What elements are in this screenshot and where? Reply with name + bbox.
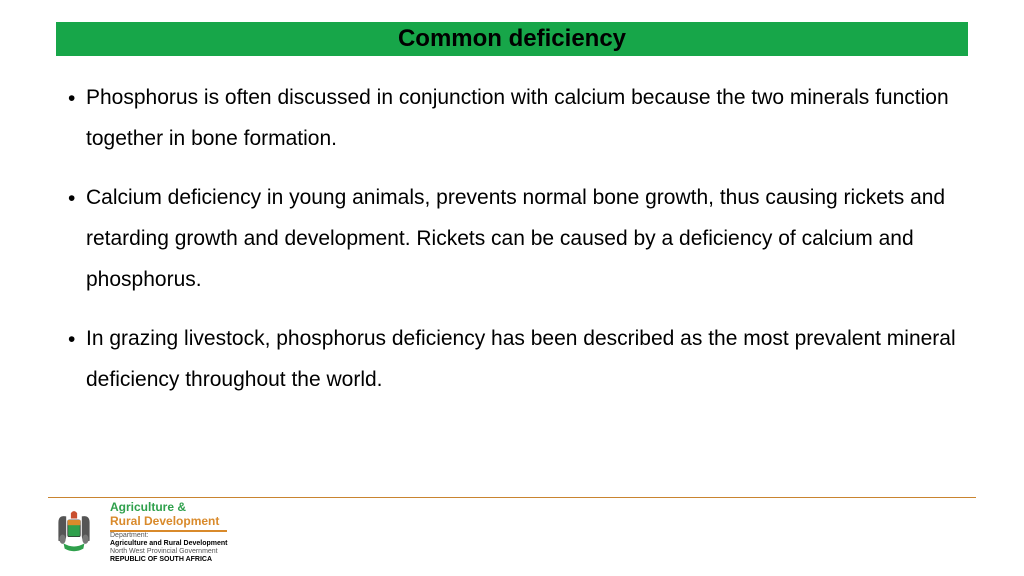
title-bar: Common deficiency bbox=[56, 22, 968, 56]
bullet-item: • In grazing livestock, phosphorus defic… bbox=[68, 319, 956, 401]
bullet-text: Calcium deficiency in young animals, pre… bbox=[86, 178, 956, 301]
footer: Agriculture & Rural Development Departme… bbox=[48, 501, 227, 564]
bullet-text: Phosphorus is often discussed in conjunc… bbox=[86, 78, 956, 160]
footer-divider bbox=[48, 497, 976, 498]
dept-country: REPUBLIC OF SOUTH AFRICA bbox=[110, 556, 227, 564]
bullet-item: • Calcium deficiency in young animals, p… bbox=[68, 178, 956, 301]
dept-sub-label: Department: bbox=[110, 532, 227, 540]
dept-name-line2: Rural Development bbox=[110, 515, 227, 532]
department-block: Agriculture & Rural Development Departme… bbox=[110, 501, 227, 564]
dept-name-line1: Agriculture & bbox=[110, 501, 227, 515]
slide: Common deficiency • Phosphorus is often … bbox=[0, 0, 1024, 576]
content-area: • Phosphorus is often discussed in conju… bbox=[68, 78, 956, 419]
slide-title: Common deficiency bbox=[398, 25, 626, 53]
coat-of-arms-icon bbox=[48, 507, 100, 559]
dept-sub-name: Agriculture and Rural Development bbox=[110, 540, 227, 548]
bullet-dot-icon: • bbox=[68, 78, 86, 120]
bullet-dot-icon: • bbox=[68, 178, 86, 220]
bullet-item: • Phosphorus is often discussed in conju… bbox=[68, 78, 956, 160]
bullet-text: In grazing livestock, phosphorus deficie… bbox=[86, 319, 956, 401]
bullet-dot-icon: • bbox=[68, 319, 86, 361]
dept-province: North West Provincial Government bbox=[110, 548, 227, 556]
